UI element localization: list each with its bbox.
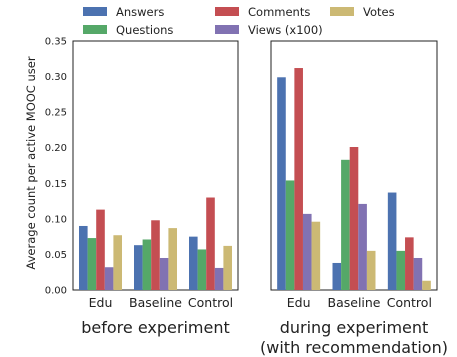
bar-answers-baseline [134, 245, 143, 290]
bar-answers-control [387, 192, 397, 290]
bar-views-x100-baseline [159, 257, 169, 290]
legend-swatch-questions [83, 25, 107, 34]
bar-answers-baseline [332, 262, 342, 290]
legend-label-comments: Comments [248, 5, 310, 19]
bar-views-x100-control [214, 267, 224, 290]
x-category-label: Control [188, 295, 233, 310]
bar-votes-control [422, 280, 431, 290]
bar-views-x100-edu [302, 213, 312, 290]
panel-during-experiment: Edu Baseline Control during experiment(with… [260, 40, 448, 357]
bar-comments-edu [294, 68, 303, 290]
legend-swatch-votes [330, 7, 354, 16]
y-axis-label: Average count per active MOOC user [24, 56, 38, 269]
panel-before-experiment: 0.00 0.05 0.10 0.15 0.20 0.25 0.30 0.35 Edu Basel… [45, 37, 239, 337]
legend-swatch-answers [83, 7, 107, 16]
bar-votes-control [223, 245, 232, 290]
y-tick-label: 0.15 [45, 179, 67, 190]
bar-views-x100-control [413, 257, 423, 290]
x-category-label: Control [387, 295, 432, 310]
y-tick-label: 0.00 [45, 286, 67, 297]
bar-views-x100-edu [104, 267, 114, 290]
bar-votes-baseline [168, 228, 177, 290]
x-category-label: Baseline [328, 295, 381, 310]
bar-questions-baseline [341, 159, 350, 290]
y-tick-label: 0.05 [45, 250, 67, 261]
bar-questions-baseline [142, 239, 152, 290]
bar-answers-control [189, 236, 198, 290]
bar-answers-edu [277, 77, 286, 290]
bar-questions-control [396, 250, 406, 290]
bar-answers-edu [79, 225, 88, 290]
bar-questions-edu [285, 180, 295, 290]
legend-label-answers: Answers [116, 5, 164, 19]
bar-questions-control [197, 249, 207, 290]
bar-comments-control [206, 197, 215, 290]
panel-caption: (with recommendation) [260, 338, 448, 357]
y-tick-label: 0.35 [45, 37, 67, 48]
bar-comments-control [405, 237, 414, 290]
legend-label-views-x100: Views (x100) [248, 23, 323, 37]
legend-swatch-views-x100 [215, 25, 239, 34]
bar-votes-edu [113, 235, 122, 290]
bar-votes-baseline [366, 250, 376, 290]
y-tick-label: 0.30 [45, 72, 67, 83]
bar-comments-baseline [349, 147, 359, 290]
bar-views-x100-baseline [358, 203, 367, 290]
x-category-label: Edu [89, 295, 113, 310]
bar-comments-edu [96, 209, 105, 290]
bar-comments-baseline [151, 220, 160, 290]
bar-votes-edu [311, 221, 321, 290]
x-category-label: Baseline [129, 295, 182, 310]
x-category-label: Edu [287, 295, 311, 310]
y-tick-label: 0.10 [45, 214, 67, 225]
panel-caption: before experiment [81, 318, 229, 337]
legend-swatch-comments [215, 7, 239, 16]
bar-questions-edu [87, 238, 97, 290]
y-tick-label: 0.20 [45, 143, 67, 154]
y-tick-label: 0.25 [45, 108, 67, 119]
legend: Answers Questions Comments Views (x100) Vote… [83, 5, 395, 37]
legend-label-questions: Questions [116, 23, 173, 37]
legend-label-votes: Votes [363, 5, 395, 19]
panel-caption: during experiment [280, 318, 429, 337]
